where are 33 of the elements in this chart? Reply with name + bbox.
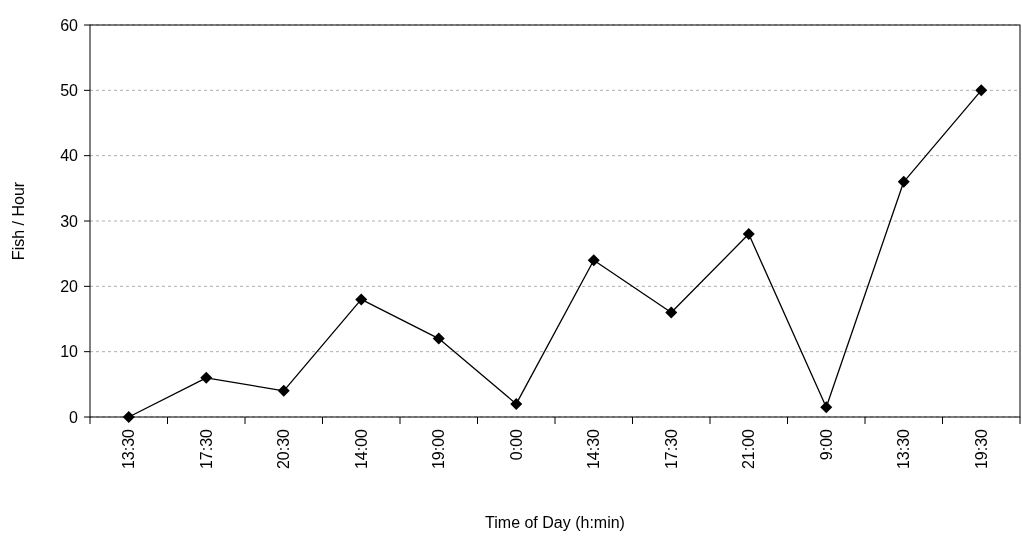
x-tick-label: 19:30 (972, 428, 990, 470)
x-tick-label: 13:30 (895, 428, 913, 470)
point (975, 84, 988, 97)
y-tick-label: 50 (60, 81, 79, 99)
point (510, 397, 523, 410)
point (587, 254, 600, 267)
x-tick-label: 17:30 (662, 428, 680, 470)
point (820, 401, 833, 414)
x-tick-label: 9:00 (817, 428, 835, 461)
x-tick-label: 14:00 (352, 428, 370, 470)
x-axis-title: Time of Day (h:min) (485, 514, 625, 531)
y-tick-label: 30 (60, 212, 79, 230)
point (665, 306, 678, 319)
point (742, 228, 755, 241)
point (897, 175, 910, 188)
point (277, 384, 290, 397)
x-tick-label: 13:30 (120, 428, 138, 470)
point (355, 293, 368, 306)
x-tick-label: 14:30 (585, 428, 603, 470)
x-tick-label: 17:30 (197, 428, 215, 470)
y-tick-label: 10 (60, 343, 79, 361)
point (122, 411, 135, 423)
point (200, 371, 213, 384)
y-axis-title: Fish / Hour (10, 181, 27, 261)
y-tick-label: 60 (60, 16, 79, 34)
point (432, 332, 445, 345)
y-tick-label: 0 (69, 408, 79, 426)
x-tick-label: 21:00 (740, 428, 758, 470)
y-tick-label: 20 (60, 277, 79, 295)
x-tick-label: 20:30 (275, 428, 293, 470)
x-tick-label: 19:00 (430, 428, 448, 470)
y-tick-label: 40 (60, 147, 79, 165)
x-tick-label: 0:00 (507, 428, 525, 461)
